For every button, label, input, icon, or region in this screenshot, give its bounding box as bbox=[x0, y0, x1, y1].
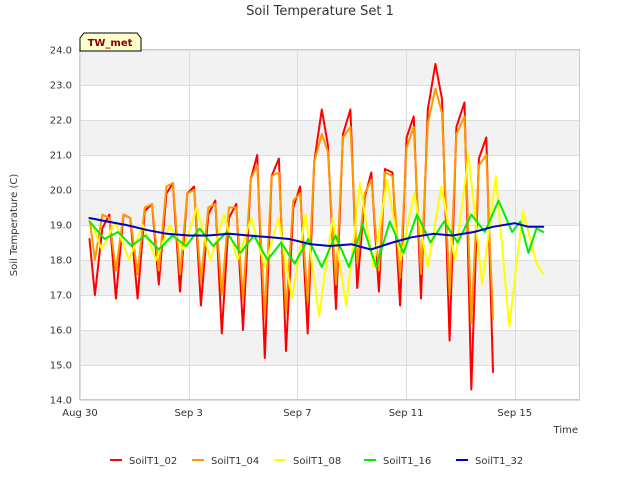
y-tick-label: 17.0 bbox=[50, 291, 72, 302]
legend-label: SoilT1_02 bbox=[129, 456, 177, 467]
series-line-SoilT1_08 bbox=[88, 154, 545, 328]
x-tick-label: Aug 30 bbox=[62, 408, 97, 419]
y-tick-labels: 14.0 15.0 16.0 17.0 18.0 19.0 20.0 21.0 22.0 23.0… bbox=[50, 46, 72, 407]
y-tick-label: 18.0 bbox=[50, 256, 72, 267]
legend: SoilT1_02 SoilT1_04 SoilT1_08 SoilT1_16 Soil… bbox=[110, 456, 523, 467]
x-tick-label: Sep 7 bbox=[283, 408, 311, 419]
legend-label: SoilT1_04 bbox=[211, 456, 259, 467]
plot-band bbox=[80, 365, 580, 400]
x-axis-label: Time bbox=[553, 425, 578, 436]
chart-title: Soil Temperature Set 1 bbox=[246, 4, 394, 19]
plot-frame bbox=[79, 49, 580, 400]
plot-band bbox=[80, 50, 580, 85]
y-axis-label: Soil Temperature (C) bbox=[9, 174, 20, 277]
y-tick-label: 22.0 bbox=[50, 116, 72, 127]
y-tick-label: 15.0 bbox=[50, 361, 72, 372]
legend-label: SoilT1_32 bbox=[475, 456, 523, 467]
plot-band bbox=[80, 295, 580, 330]
legend-label: SoilT1_16 bbox=[383, 456, 431, 467]
plot-band bbox=[80, 120, 580, 155]
y-tick-label: 19.0 bbox=[50, 221, 72, 232]
y-tick-label: 20.0 bbox=[50, 186, 72, 197]
x-tick-label: Sep 3 bbox=[175, 408, 203, 419]
site-badge-label: TW_met bbox=[88, 38, 133, 49]
series-line-SoilT1_32 bbox=[88, 217, 545, 251]
plot-band bbox=[80, 85, 580, 120]
y-tick-label: 23.0 bbox=[50, 81, 72, 92]
y-tick-label: 21.0 bbox=[50, 151, 72, 162]
x-tick-label: Sep 11 bbox=[389, 408, 424, 419]
site-badge: TW_met bbox=[79, 32, 142, 52]
plot-band bbox=[80, 330, 580, 365]
series-line-SoilT1_16 bbox=[88, 199, 545, 268]
x-tick-labels: Aug 30 Sep 3 Sep 7 Sep 11 Sep 15 bbox=[62, 408, 532, 419]
series-lines bbox=[88, 63, 545, 391]
y-tick-label: 14.0 bbox=[50, 396, 72, 407]
x-tick-label: Sep 15 bbox=[497, 408, 532, 419]
y-tick-label: 16.0 bbox=[50, 326, 72, 337]
plot-band bbox=[80, 260, 580, 295]
legend-label: SoilT1_08 bbox=[293, 456, 341, 467]
y-tick-label: 24.0 bbox=[50, 46, 72, 57]
